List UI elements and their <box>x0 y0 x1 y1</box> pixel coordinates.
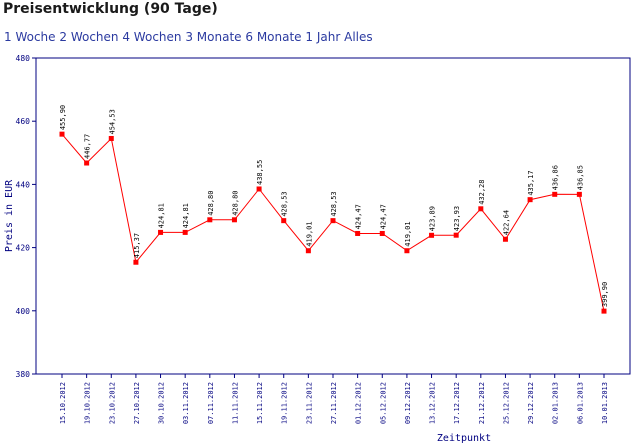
data-point <box>404 248 410 254</box>
x-tick-label: 25.12.2012 <box>502 382 510 424</box>
range-link-4-weeks[interactable]: 4 Wochen <box>122 30 182 44</box>
data-point <box>552 191 558 197</box>
x-tick-label: 19.11.2012 <box>281 382 289 424</box>
range-link-1-year[interactable]: 1 Jahr <box>305 30 341 44</box>
data-label: 446,77 <box>84 134 92 159</box>
data-label: 399,90 <box>601 282 609 307</box>
data-label: 419,01 <box>305 221 313 246</box>
range-link-all[interactable]: Alles <box>344 30 373 44</box>
y-tick-label: 460 <box>16 117 31 126</box>
data-point <box>527 197 533 203</box>
time-range-nav: 1 Woche 2 Wochen 4 Wochen 3 Monate 6 Mon… <box>4 30 373 44</box>
data-point <box>207 217 213 223</box>
data-point <box>478 206 484 212</box>
range-link-6-months[interactable]: 6 Monate <box>245 30 302 44</box>
data-point <box>133 259 139 265</box>
data-point <box>84 160 90 166</box>
data-point <box>158 229 164 235</box>
data-label: 424,81 <box>158 203 166 228</box>
y-tick-label: 420 <box>16 244 31 253</box>
x-tick-label: 19.10.2012 <box>84 382 92 424</box>
x-tick-label: 09.12.2012 <box>404 382 412 424</box>
plot-area <box>35 57 631 375</box>
x-tick-label: 13.12.2012 <box>429 382 437 424</box>
data-label: 428,80 <box>231 190 239 215</box>
data-point <box>305 248 311 254</box>
data-label: 438,55 <box>256 160 264 185</box>
x-tick-label: 27.11.2012 <box>330 382 338 424</box>
data-point <box>601 308 607 314</box>
x-tick-label: 11.11.2012 <box>231 382 239 424</box>
data-label: 428,53 <box>281 191 289 216</box>
data-label: 423,93 <box>453 206 461 231</box>
page-title: Preisentwicklung (90 Tage) <box>3 1 218 17</box>
x-tick-label: 10.01.2013 <box>601 382 609 424</box>
x-tick-label: 23.10.2012 <box>108 382 116 424</box>
data-point <box>355 230 361 236</box>
x-tick-label: 06.01.2013 <box>576 382 584 424</box>
data-label: 428,80 <box>207 190 215 215</box>
y-tick-label: 380 <box>16 370 31 379</box>
data-point <box>256 186 262 192</box>
data-label: 423,89 <box>429 206 437 231</box>
x-tick-label: 21.12.2012 <box>478 382 486 424</box>
data-label: 432,28 <box>478 179 486 204</box>
y-axis-title: Preis in EUR <box>4 179 15 252</box>
x-tick-label: 05.12.2012 <box>379 382 387 424</box>
data-point <box>231 217 237 223</box>
range-link-3-months[interactable]: 3 Monate <box>185 30 242 44</box>
x-tick-label: 03.11.2012 <box>182 382 190 424</box>
x-tick-label: 30.10.2012 <box>158 382 166 424</box>
x-tick-label: 15.11.2012 <box>256 382 264 424</box>
x-tick-label: 29.12.2012 <box>527 382 535 424</box>
data-label: 454,53 <box>108 109 116 134</box>
y-tick-label: 400 <box>16 307 31 316</box>
data-point <box>182 229 188 235</box>
data-label: 436,86 <box>552 165 560 190</box>
x-tick-label: 02.01.2013 <box>552 382 560 424</box>
data-point <box>429 232 435 238</box>
x-tick-label: 01.12.2012 <box>355 382 363 424</box>
data-point <box>108 135 114 141</box>
data-label: 424,81 <box>182 203 190 228</box>
data-point <box>453 232 459 238</box>
y-tick-label: 440 <box>16 180 31 189</box>
data-point <box>59 131 65 137</box>
data-point <box>576 191 582 197</box>
range-link-2-weeks[interactable]: 2 Wochen <box>59 30 119 44</box>
data-point <box>281 218 287 224</box>
data-label: 435,17 <box>527 170 535 195</box>
x-tick-label: 23.11.2012 <box>305 382 313 424</box>
data-label: 428,53 <box>330 191 338 216</box>
data-point <box>330 218 336 224</box>
data-label: 424,47 <box>379 204 387 229</box>
x-axis-title: Zeitpunkt <box>437 433 491 444</box>
data-label: 455,90 <box>59 105 67 130</box>
data-label: 424,47 <box>355 204 363 229</box>
y-tick-label: 480 <box>16 54 31 63</box>
x-tick-label: 27.10.2012 <box>133 382 141 424</box>
data-label: 436,85 <box>576 165 584 190</box>
x-tick-label: 15.10.2012 <box>59 382 67 424</box>
x-tick-label: 07.11.2012 <box>207 382 215 424</box>
x-tick-label: 17.12.2012 <box>453 382 461 424</box>
data-point <box>379 230 385 236</box>
range-link-1-week[interactable]: 1 Woche <box>4 30 56 44</box>
data-label: 415,37 <box>133 233 141 258</box>
data-point <box>502 236 508 242</box>
data-label: 422,64 <box>502 210 510 235</box>
data-label: 419,01 <box>404 221 412 246</box>
